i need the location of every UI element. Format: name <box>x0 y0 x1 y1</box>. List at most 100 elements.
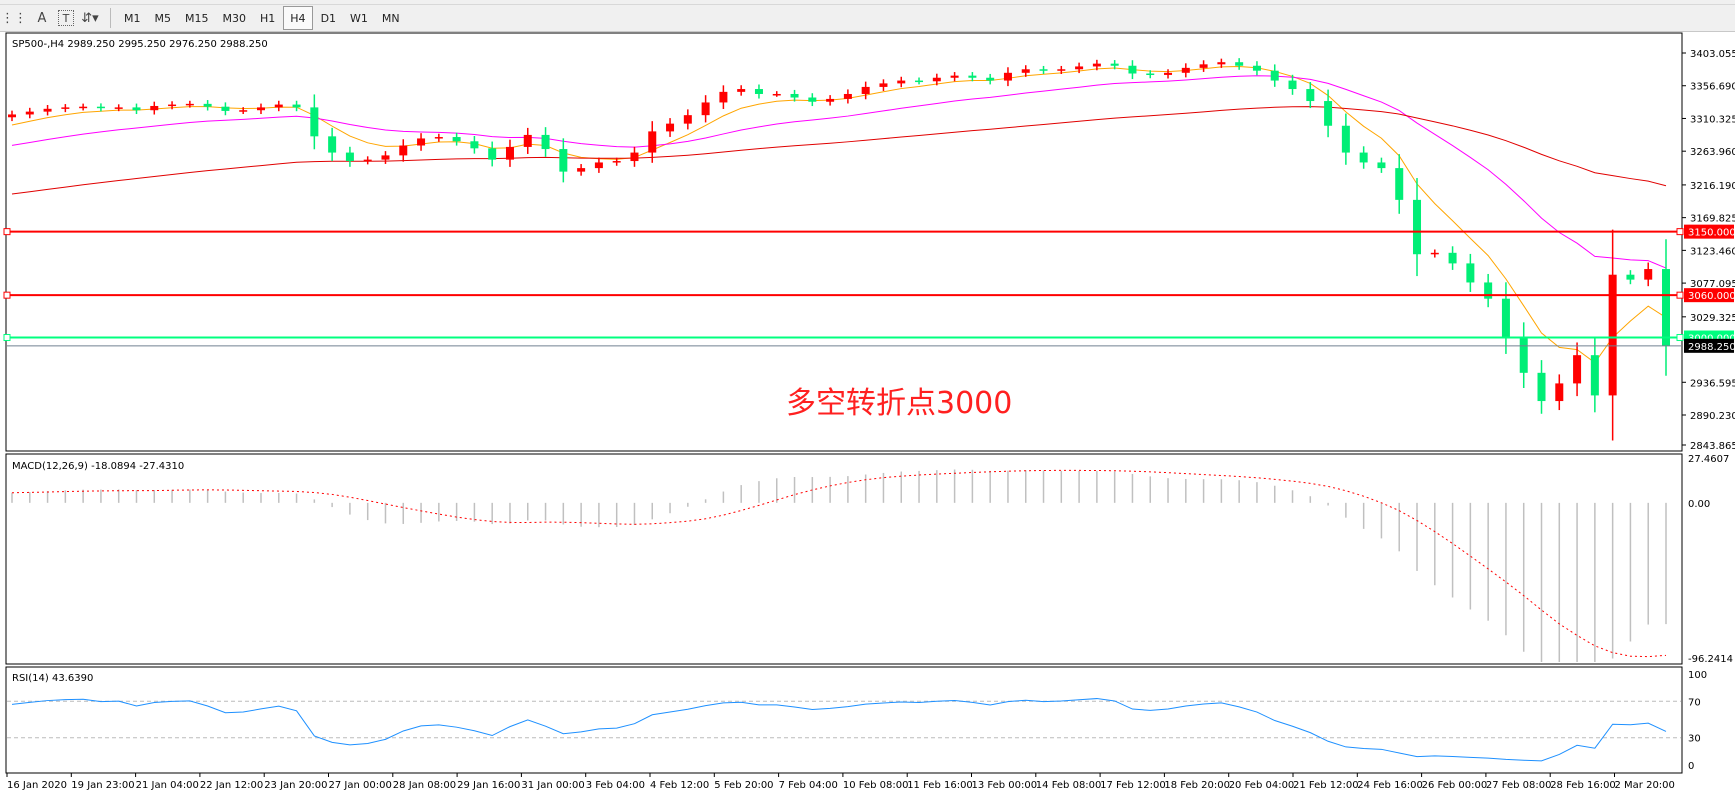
candle-body <box>345 152 354 162</box>
candle-body <box>1128 65 1137 74</box>
candle-body <box>221 106 230 111</box>
price-tick-label: 3403.055 <box>1690 49 1735 60</box>
annotation-text: 多空转折点3000 <box>786 386 1013 421</box>
candle-body <box>737 89 746 92</box>
level-handle <box>1676 228 1684 236</box>
timeframe-m30[interactable]: M30 <box>222 11 247 25</box>
candle-body <box>986 77 995 81</box>
candle-body <box>843 93 852 99</box>
macd-signal-line <box>11 469 1667 658</box>
candle-body <box>381 155 390 160</box>
candle-body <box>1164 72 1173 75</box>
candle-body <box>1395 168 1404 200</box>
candle-body <box>648 131 657 153</box>
time-tick-label: 20 Feb 04:00 <box>1229 780 1295 791</box>
time-tick-label: 10 Feb 08:00 <box>843 780 909 791</box>
level-handle <box>1676 291 1684 299</box>
candle-body <box>310 107 319 137</box>
time-tick-label: 7 Feb 04:00 <box>779 780 838 791</box>
candle-body <box>399 145 408 156</box>
level-handle <box>3 334 11 342</box>
timeframe-w1[interactable]: W1 <box>350 11 368 25</box>
text-label-icon[interactable]: T <box>58 10 74 26</box>
candle-body <box>274 104 283 108</box>
candle-body <box>505 146 514 160</box>
arrows-icon[interactable]: ⇵▾ <box>81 10 99 26</box>
candle-body <box>701 102 710 116</box>
candle-body <box>114 107 123 109</box>
level-price-label: 2988.250 <box>1688 342 1735 353</box>
candle-body <box>630 152 639 162</box>
candle-body <box>1146 73 1155 76</box>
grid-icon[interactable]: ⋮⋮ <box>1 10 27 26</box>
time-tick-label: 17 Feb 12:00 <box>1100 780 1166 791</box>
macd-tick-label: 27.4607 <box>1688 454 1729 465</box>
macd-tick-label: -96.2414 <box>1688 654 1733 665</box>
timeframe-h4[interactable]: H4 <box>283 6 313 30</box>
chart-title: SP500-,H4 2989.250 2995.250 2976.250 298… <box>12 39 268 50</box>
candle-body <box>879 83 888 87</box>
timeframe-m5[interactable]: M5 <box>154 11 172 25</box>
candle-body <box>968 75 977 78</box>
candle-body <box>1003 72 1012 81</box>
candle-body <box>470 141 479 149</box>
time-tick-label: 19 Jan 23:00 <box>71 780 134 791</box>
candle-body <box>1181 67 1190 73</box>
candle-body <box>950 75 959 78</box>
time-tick-label: 14 Feb 08:00 <box>1036 780 1102 791</box>
level-handle <box>3 291 11 299</box>
candle-body <box>1466 263 1475 283</box>
candle-body <box>25 111 34 115</box>
candle-body <box>1537 372 1546 402</box>
candle-body <box>488 148 497 160</box>
candle-body <box>1519 337 1528 373</box>
price-tick-label: 3029.325 <box>1690 313 1735 324</box>
time-tick-label: 27 Feb 08:00 <box>1486 780 1552 791</box>
time-tick-label: 5 Feb 20:00 <box>714 780 773 791</box>
candle-body <box>932 77 941 82</box>
text-icon[interactable]: A <box>37 10 47 26</box>
candle-body <box>61 107 70 109</box>
candle-body <box>1270 70 1279 81</box>
candle-body <box>666 123 675 132</box>
time-tick-label: 13 Feb 00:00 <box>972 780 1038 791</box>
rsi-line <box>11 698 1667 762</box>
candle-body <box>150 105 159 111</box>
candle-body <box>168 104 177 107</box>
price-tick-label: 3263.960 <box>1690 147 1735 158</box>
candle-body <box>239 110 248 112</box>
candle-body <box>1217 62 1226 65</box>
price-tick-label: 2890.230 <box>1690 411 1735 422</box>
candle-body <box>577 168 586 172</box>
price-tick-label: 3123.460 <box>1690 246 1735 257</box>
candle-body <box>1306 89 1315 102</box>
price-tick-label: 3356.690 <box>1690 82 1735 93</box>
timeframe-m1[interactable]: M1 <box>124 11 141 25</box>
candle-body <box>594 162 603 169</box>
candle-body <box>719 91 728 103</box>
time-tick-label: 21 Feb 12:00 <box>1293 780 1359 791</box>
time-tick-label: 4 Feb 12:00 <box>650 780 709 791</box>
candle-body <box>1555 383 1564 402</box>
candle-body <box>1075 66 1084 70</box>
rsi-plot <box>7 698 1681 762</box>
candle-body <box>203 103 212 107</box>
candle-body <box>43 108 52 112</box>
rsi-pane <box>5 666 1683 774</box>
candle-body <box>1608 274 1617 396</box>
candle-body <box>861 86 870 94</box>
candle-body <box>417 138 426 146</box>
candle-body <box>1252 65 1261 71</box>
timeframe-mn[interactable]: MN <box>381 11 400 25</box>
candle-body <box>256 107 265 111</box>
candle-body <box>1057 69 1066 71</box>
time-tick-label: 23 Jan 20:00 <box>264 780 327 791</box>
timeframe-d1[interactable]: D1 <box>320 11 337 25</box>
level-price-label: 3150.000 <box>1688 228 1735 239</box>
level-handle <box>3 228 11 236</box>
level-price-label: 3060.000 <box>1688 291 1735 302</box>
timeframe-h1[interactable]: H1 <box>260 11 276 25</box>
candle-body <box>363 159 372 162</box>
level-price-tag <box>1684 330 1734 345</box>
timeframe-m15[interactable]: M15 <box>185 11 209 25</box>
